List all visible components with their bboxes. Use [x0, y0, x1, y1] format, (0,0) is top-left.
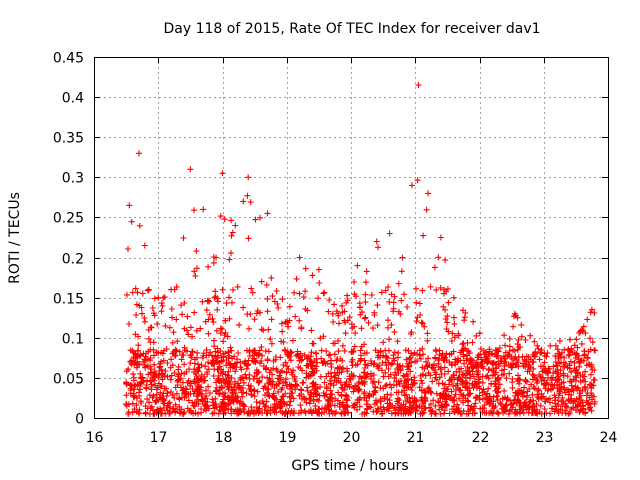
y-tick-label: 0.35 [53, 131, 84, 147]
y-tick-labels: 0 0.05 0.1 0.15 0.2 0.25 0.3 0.35 0.4 0.45 [53, 51, 84, 428]
x-tick-labels: 16 17 18 19 20 21 22 23 24 [86, 430, 618, 446]
data-points [123, 82, 599, 417]
y-tick-label: 0.1 [62, 332, 84, 348]
x-axis-label: GPS time / hours [291, 458, 408, 474]
x-tick-label: 21 [407, 430, 425, 446]
x-tick-label: 22 [472, 430, 490, 446]
y-tick-label: 0.2 [62, 252, 84, 268]
x-tick-label: 23 [536, 430, 554, 446]
y-tick-label: 0.45 [53, 51, 84, 67]
x-tick-label: 16 [86, 430, 104, 446]
y-tick-label: 0.15 [53, 292, 84, 308]
x-tick-label: 17 [150, 430, 168, 446]
y-tick-label: 0.25 [53, 211, 84, 227]
y-tick-label: 0.4 [62, 91, 84, 107]
y-tick-label: 0 [75, 412, 84, 428]
chart-title: Day 118 of 2015, Rate Of TEC Index for r… [163, 21, 540, 37]
axis-ticks [94, 57, 609, 419]
y-tick-label: 0.05 [53, 372, 84, 388]
x-tick-label: 18 [215, 430, 233, 446]
y-tick-label: 0.3 [62, 171, 84, 187]
grid-lines [94, 57, 608, 418]
roti-point-markers [123, 82, 599, 417]
y-axis-label: ROTI / TECUs [7, 192, 23, 284]
x-tick-label: 20 [343, 430, 361, 446]
x-tick-label: 24 [600, 430, 618, 446]
x-tick-label: 19 [279, 430, 297, 446]
